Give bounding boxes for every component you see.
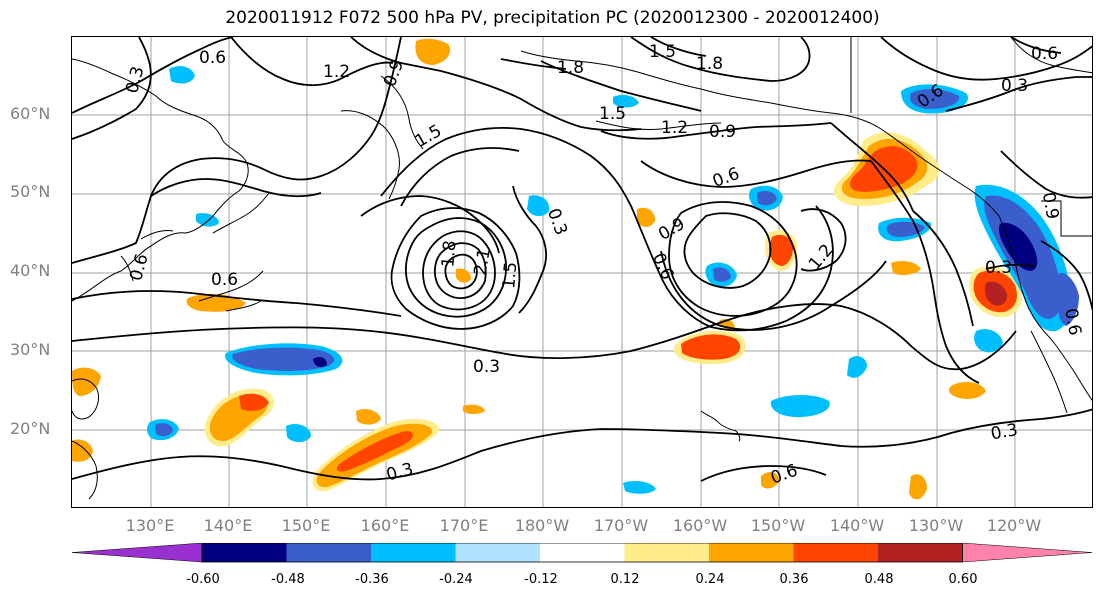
lon-label-150w: 150°W bbox=[750, 516, 806, 535]
lon-label-180w: 180°W bbox=[514, 516, 570, 535]
contour-label: 0.6 bbox=[1031, 44, 1058, 64]
lat-label-30n: 30°N bbox=[10, 340, 51, 359]
lat-label-60n: 60°N bbox=[10, 104, 51, 123]
contour-label: 0.3 bbox=[989, 420, 1019, 444]
colorbar-segment bbox=[371, 543, 456, 562]
colorbar-tick: 0.12 bbox=[610, 572, 640, 587]
lon-label-130e: 130°E bbox=[125, 516, 175, 535]
contour-label: 0.6 bbox=[211, 270, 238, 290]
colorbar-tick: 0.60 bbox=[948, 572, 978, 587]
contour-label: 0.6 bbox=[768, 461, 800, 489]
colorbar-segment bbox=[878, 543, 963, 562]
colorbar-tick: 0.36 bbox=[779, 572, 809, 587]
colorbar-segment bbox=[624, 543, 709, 562]
contour-label: 2.1 bbox=[470, 247, 494, 277]
lon-label-120w: 120°W bbox=[986, 516, 1042, 535]
colorbar-tick: 0.48 bbox=[864, 572, 894, 587]
lat-label-20n: 20°N bbox=[10, 419, 51, 438]
coastlines bbox=[72, 37, 1092, 500]
lon-label-160w: 160°W bbox=[672, 516, 728, 535]
contour-label: 0.3 bbox=[384, 459, 415, 485]
precip-positive bbox=[72, 38, 1023, 500]
map-canvas: 0.6 1.2 0.9 1.8 1.5 1.8 0.6 0.3 0.6 1.5 … bbox=[72, 37, 1092, 507]
colorbar-extend-low bbox=[71, 542, 203, 563]
colorbar-extend-high bbox=[962, 542, 1093, 563]
lat-label-40n: 40°N bbox=[10, 261, 51, 280]
lat-label-50n: 50°N bbox=[10, 182, 51, 201]
contour-label: 0.6 bbox=[126, 252, 152, 283]
colorbar-tick: 0.24 bbox=[695, 572, 725, 587]
colorbar-tick: -0.48 bbox=[271, 572, 305, 587]
contour-label: 1.2 bbox=[323, 62, 350, 82]
contour-label: 1.5 bbox=[499, 261, 521, 290]
contour-label: 0.3 bbox=[543, 206, 571, 238]
contour-label: 0.6 bbox=[199, 48, 226, 68]
contour-label: 0.9 bbox=[1038, 191, 1062, 221]
colorbar-tick: -0.24 bbox=[439, 572, 473, 587]
colorbar-tick: -0.36 bbox=[355, 572, 389, 587]
colorbar bbox=[71, 542, 1097, 569]
colorbar-canvas bbox=[71, 542, 1093, 563]
map-panel: 0.6 1.2 0.9 1.8 1.5 1.8 0.6 0.3 0.6 1.5 … bbox=[71, 36, 1093, 508]
contour-label: 1.8 bbox=[438, 240, 460, 269]
contour-label: 0.9 bbox=[709, 122, 736, 142]
contour-label: 1.8 bbox=[557, 58, 584, 78]
contour-label: 0.3 bbox=[985, 258, 1012, 278]
contour-label: 0.6 bbox=[710, 164, 742, 192]
lon-label-140w: 140°W bbox=[829, 516, 885, 535]
chart-title: 2020011912 F072 500 hPa PV, precipitatio… bbox=[225, 8, 880, 28]
lon-label-150e: 150°E bbox=[281, 516, 331, 535]
contour-label: 0.3 bbox=[122, 64, 148, 95]
lon-label-160e: 160°E bbox=[360, 516, 410, 535]
pv-contours bbox=[72, 37, 1092, 482]
colorbar-tick: -0.12 bbox=[524, 572, 558, 587]
colorbar-tick: -0.60 bbox=[186, 572, 220, 587]
lon-label-140e: 140°E bbox=[203, 516, 253, 535]
lon-label-170w: 170°W bbox=[593, 516, 649, 535]
contour-label: 1.5 bbox=[412, 121, 445, 152]
contour-label: 0.6 bbox=[1060, 307, 1084, 337]
contour-label: 0.3 bbox=[1001, 76, 1028, 96]
contour-label: 0.3 bbox=[473, 357, 500, 377]
lon-label-170e: 170°E bbox=[439, 516, 489, 535]
lon-label-130w: 130°W bbox=[908, 516, 964, 535]
contour-label: 1.5 bbox=[599, 104, 626, 124]
colorbar-segment bbox=[286, 543, 371, 562]
colorbar-segment bbox=[455, 543, 540, 562]
contour-label: 1.8 bbox=[696, 54, 723, 74]
contour-label: 0.9 bbox=[655, 214, 688, 245]
colorbar-segment bbox=[793, 543, 878, 562]
colorbar-segment bbox=[540, 543, 625, 562]
colorbar-segment bbox=[709, 543, 794, 562]
contour-label: 1.2 bbox=[661, 118, 688, 138]
colorbar-segment bbox=[202, 543, 287, 562]
precip-negative bbox=[146, 66, 1079, 494]
contour-label: 1.5 bbox=[649, 42, 676, 62]
